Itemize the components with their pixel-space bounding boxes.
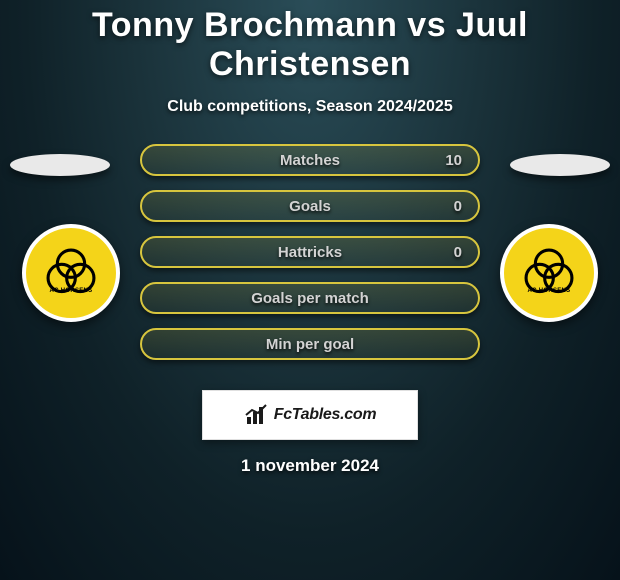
stat-value-right: 0 bbox=[454, 244, 462, 261]
page-title: Tonny Brochmann vs Juul Christensen bbox=[0, 0, 620, 84]
stat-value-right: 10 bbox=[445, 152, 462, 169]
left-club-crest: AC HORSENS bbox=[22, 224, 120, 322]
date-text: 1 november 2024 bbox=[0, 456, 620, 476]
brand-text: FcTables.com bbox=[274, 406, 377, 424]
right-club-crest: AC HORSENS bbox=[500, 224, 598, 322]
stat-bar: Goals 0 bbox=[140, 190, 480, 222]
stat-bars: Matches 10 Goals 0 Hattricks 0 Goals per… bbox=[140, 144, 480, 374]
bar-chart-icon bbox=[244, 403, 268, 427]
stat-bar: Goals per match bbox=[140, 282, 480, 314]
stat-label: Hattricks bbox=[278, 244, 342, 261]
stat-label: Min per goal bbox=[266, 336, 354, 353]
right-crest-label: AC HORSENS bbox=[504, 288, 594, 294]
brand-box[interactable]: FcTables.com bbox=[202, 390, 418, 440]
stat-value-right: 0 bbox=[454, 198, 462, 215]
left-crest-label: AC HORSENS bbox=[26, 288, 116, 294]
subtitle: Club competitions, Season 2024/2025 bbox=[0, 98, 620, 116]
stat-label: Goals per match bbox=[251, 290, 369, 307]
left-placeholder-ellipse bbox=[10, 154, 110, 176]
stat-bar: Min per goal bbox=[140, 328, 480, 360]
right-placeholder-ellipse bbox=[510, 154, 610, 176]
stat-label: Goals bbox=[289, 198, 331, 215]
stat-bar: Matches 10 bbox=[140, 144, 480, 176]
rings-icon bbox=[40, 242, 102, 304]
stat-bar: Hattricks 0 bbox=[140, 236, 480, 268]
stat-label: Matches bbox=[280, 152, 340, 169]
rings-icon bbox=[518, 242, 580, 304]
comparison-arena: AC HORSENS AC HORSENS Matches 10 Goals 0… bbox=[0, 144, 620, 384]
